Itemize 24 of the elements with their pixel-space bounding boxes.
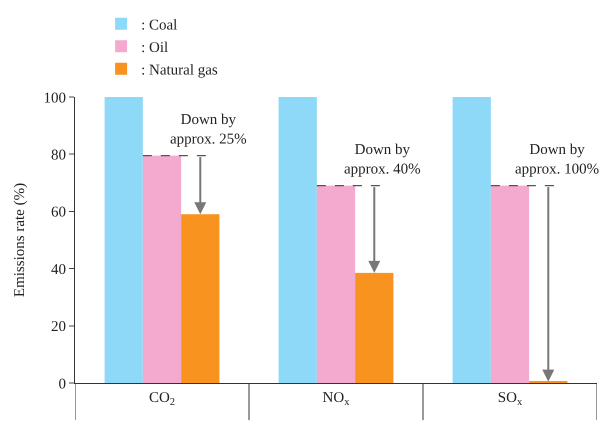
legend-label: : Coal <box>141 18 178 34</box>
y-tick-label: 20 <box>51 319 66 336</box>
y-tick-label: 80 <box>51 147 66 164</box>
bar <box>490 186 530 383</box>
x-tick-label: CO$_{2}$ <box>148 390 176 408</box>
bar <box>452 97 491 383</box>
y-tick-label: 60 <box>51 204 66 221</box>
legend-label: : Oil <box>141 40 168 56</box>
annotation: Down by approx. 40% <box>344 142 421 178</box>
y-axis-title: Emissions rate (%) <box>12 182 28 298</box>
bar <box>104 97 143 383</box>
y-tick-label: 100 <box>44 90 66 106</box>
bar <box>355 272 394 383</box>
legend-label: : Natural gas <box>141 62 218 79</box>
x-tick-label: SO$_{x}$ <box>498 390 523 408</box>
bar <box>181 214 220 383</box>
x-tick-label: NO$_{x}$ <box>322 390 350 408</box>
annotation: Down by approx. 100% <box>515 142 600 178</box>
annotation: Down by approx. 25% <box>170 112 247 148</box>
bar <box>316 186 356 383</box>
y-tick-label: 0 <box>58 376 66 392</box>
y-tick-label: 40 <box>51 262 66 278</box>
bar <box>142 156 182 383</box>
bar <box>278 97 317 383</box>
